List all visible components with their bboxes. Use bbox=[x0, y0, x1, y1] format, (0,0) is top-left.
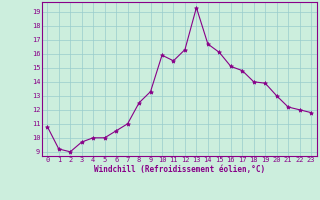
X-axis label: Windchill (Refroidissement éolien,°C): Windchill (Refroidissement éolien,°C) bbox=[94, 165, 265, 174]
